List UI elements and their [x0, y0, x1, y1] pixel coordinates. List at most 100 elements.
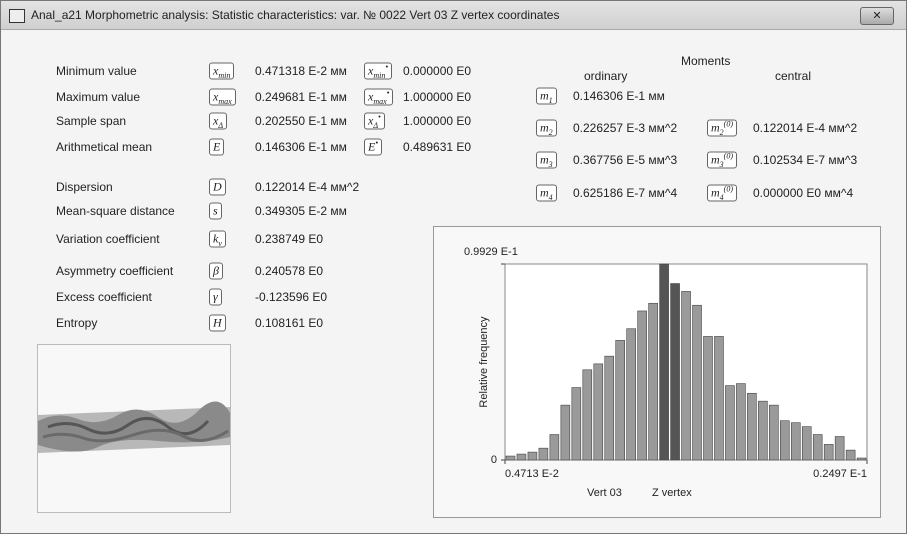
symbol-sym: m: [711, 153, 720, 167]
central-moment-value: 0.122014 E-4 мм^2: [753, 121, 857, 135]
symbol-sym: E: [213, 140, 220, 154]
bar: [561, 405, 570, 460]
symbol-sub: min: [373, 71, 385, 80]
symbol-sym: s: [213, 204, 218, 218]
close-button[interactable]: ✕: [860, 7, 894, 25]
stat-norm-value: 1.000000 E0: [403, 90, 471, 104]
bar: [594, 364, 603, 460]
symbol-sub: 2: [720, 128, 724, 137]
symbol: m1: [536, 88, 557, 105]
bar: [649, 303, 658, 460]
symbol: β: [209, 263, 223, 280]
window: Anal_a21 Morphometric analysis: Statisti…: [0, 0, 907, 534]
histogram: 0 0.9929 E-1 0.4713 E-2 0.2497 E-1 Vert 03 Z …: [434, 227, 880, 517]
bar: [857, 458, 866, 460]
symbol-sub: 2: [549, 128, 553, 137]
bar: [824, 444, 833, 460]
symbol-sub: 4: [720, 193, 724, 202]
bar: [627, 329, 636, 460]
symbol: xΔ•: [364, 113, 385, 130]
moments-central: central: [775, 69, 811, 83]
symbol-sym: β: [213, 264, 219, 278]
stat-label: Minimum value: [56, 64, 137, 78]
symbol: m4(0): [707, 185, 737, 202]
symbol: xmax: [209, 89, 236, 106]
bar: [747, 393, 756, 460]
bar: [583, 370, 592, 460]
symbol-sup: (0): [724, 152, 733, 161]
x-axis-label: Vert 03: [587, 487, 622, 499]
bar: [517, 454, 526, 460]
symbol-sup: (0): [724, 120, 733, 129]
symbol: H: [209, 315, 226, 332]
bar: [539, 448, 548, 460]
bar: [704, 336, 713, 460]
stat-label: Arithmetical mean: [56, 140, 152, 154]
stat-label: Asymmetry coefficient: [56, 264, 173, 278]
bar: [550, 435, 559, 460]
symbol: E: [209, 139, 224, 156]
symbol-sup: •: [387, 89, 390, 98]
symbol-sub: 4: [549, 193, 553, 202]
symbol: kv: [209, 231, 226, 248]
symbol-sub: Δ: [373, 121, 378, 130]
symbol: xmin: [209, 63, 234, 80]
moment-value: 0.146306 E-1 мм: [573, 89, 665, 103]
bar: [528, 452, 537, 460]
thumbnail-image: [38, 345, 230, 512]
stat-label: Variation coefficient: [56, 232, 160, 246]
stat-value: 0.202550 E-1 мм: [255, 114, 347, 128]
stat-norm-value: 1.000000 E0: [403, 114, 471, 128]
stat-label: Mean-square distance: [56, 204, 175, 218]
symbol-sub: max: [218, 97, 231, 106]
symbol: m4: [536, 185, 557, 202]
stat-label: Entropy: [56, 316, 97, 330]
stat-value: -0.123596 E0: [255, 290, 327, 304]
symbol: s: [209, 203, 222, 220]
y-tick-label: 0: [491, 454, 497, 466]
stat-value: 0.146306 E-1 мм: [255, 140, 347, 154]
x-axis-label: Z vertex: [652, 487, 692, 499]
x-tick-label: 0.4713 E-2: [505, 468, 559, 480]
symbol-sym: m: [540, 186, 549, 200]
symbol-sub: 1: [549, 96, 553, 105]
symbol-sub: min: [218, 71, 230, 80]
stat-value: 0.238749 E0: [255, 232, 323, 246]
bar: [506, 456, 515, 460]
bar: [725, 386, 734, 460]
symbol-sub: 3: [720, 160, 724, 169]
symbol-sym: D: [213, 180, 222, 194]
moments-title: Moments: [681, 54, 730, 68]
moments-ordinary: ordinary: [584, 69, 627, 83]
bar: [813, 435, 822, 460]
bar: [660, 264, 669, 460]
symbol: xmax•: [364, 89, 393, 106]
surface-thumbnail: [37, 344, 231, 513]
symbol: E•: [364, 139, 382, 156]
x-tick-label: 0.2497 E-1: [813, 468, 867, 480]
symbol-sym: m: [711, 121, 720, 135]
moment-value: 0.625186 E-7 мм^4: [573, 186, 677, 200]
moment-value: 0.367756 E-5 мм^3: [573, 153, 677, 167]
symbol-sym: m: [540, 121, 549, 135]
symbol-sub: max: [373, 97, 386, 106]
bar: [616, 340, 625, 460]
stat-label: Maximum value: [56, 90, 140, 104]
stat-label: Excess coefficient: [56, 290, 152, 304]
bar: [671, 284, 680, 460]
symbol-sym: m: [711, 186, 720, 200]
stat-label: Dispersion: [56, 180, 113, 194]
y-tick-label: 0.9929 E-1: [464, 246, 518, 258]
bar: [638, 311, 647, 460]
stat-value: 0.240578 E0: [255, 264, 323, 278]
stat-value: 0.349305 E-2 мм: [255, 204, 347, 218]
bar: [572, 388, 581, 460]
stat-value: 0.122014 E-4 мм^2: [255, 180, 359, 194]
symbol: m2: [536, 120, 557, 137]
symbol-sup: (0): [724, 185, 733, 194]
bar: [605, 356, 614, 460]
bar: [714, 336, 723, 460]
central-moment-value: 0.000000 E0 мм^4: [753, 186, 853, 200]
bar: [802, 427, 811, 460]
symbol: m3(0): [707, 152, 737, 169]
